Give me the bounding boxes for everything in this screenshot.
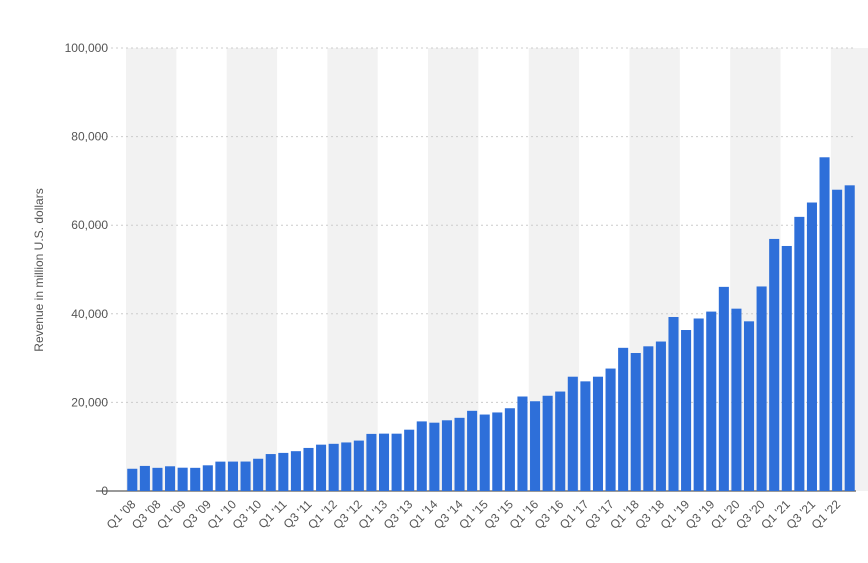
bar: [378, 433, 390, 491]
bar: [794, 216, 805, 492]
bar: [517, 396, 528, 491]
bar: [832, 189, 843, 491]
bar: [441, 420, 452, 491]
bar: [693, 318, 704, 491]
bar: [643, 346, 654, 491]
y-tick-label: 80,000: [71, 130, 108, 144]
bar: [391, 433, 402, 491]
bar: [605, 368, 616, 491]
bar: [681, 330, 692, 491]
bars: [127, 157, 855, 492]
bar: [806, 202, 817, 491]
year-band: [327, 48, 378, 491]
bar: [366, 433, 377, 491]
bar: [240, 461, 251, 491]
bar: [530, 401, 541, 491]
bar: [592, 376, 604, 491]
bar: [479, 414, 490, 491]
y-tick-label: 100,000: [65, 41, 109, 55]
x-tick-label: Q1 '22: [809, 497, 844, 532]
bar: [202, 465, 213, 491]
y-tick-label: 20,000: [71, 395, 108, 409]
bar: [492, 412, 503, 491]
bar: [769, 238, 780, 491]
bar: [655, 341, 666, 491]
bar: [278, 452, 289, 491]
bar: [404, 429, 415, 491]
bar: [165, 466, 176, 491]
y-tick-label: 0: [101, 484, 108, 498]
bar: [253, 458, 264, 491]
bar: [429, 422, 440, 491]
bar: [718, 286, 729, 491]
bar: [731, 308, 742, 491]
bar: [756, 286, 767, 491]
bar: [303, 447, 314, 491]
bar: [341, 442, 352, 491]
bar: [781, 245, 792, 491]
bar: [819, 157, 830, 492]
bar: [504, 408, 515, 491]
bar: [152, 467, 163, 491]
y-tick-labels: 0 20,000 40,000 60,000 80,000 100,000: [65, 41, 109, 498]
bar: [265, 454, 276, 491]
bar: [555, 391, 566, 491]
bar: [467, 410, 478, 491]
y-axis-label: Revenue in million U.S. dollars: [32, 188, 46, 351]
bar: [353, 440, 364, 491]
bar: [618, 347, 629, 491]
year-band: [126, 48, 177, 491]
bar: [139, 465, 150, 491]
bar: [580, 381, 591, 491]
bar: [844, 185, 855, 491]
bar: [215, 461, 226, 491]
bar: [454, 417, 465, 491]
bar: [416, 421, 427, 491]
x-tick-label: Q3 '10: [230, 497, 265, 532]
bar: [190, 467, 201, 491]
bar: [630, 353, 641, 491]
bar: [227, 461, 239, 491]
year-band: [226, 48, 278, 491]
bar: [668, 316, 679, 491]
bar: [567, 376, 578, 491]
bar: [290, 451, 301, 491]
y-tick-label: 60,000: [71, 218, 108, 232]
bar: [316, 444, 327, 491]
bar: [328, 443, 339, 491]
bar: [743, 321, 755, 491]
bar: [177, 467, 188, 491]
bar: [127, 468, 138, 491]
bar: [542, 395, 553, 491]
y-tick-label: 40,000: [71, 307, 108, 321]
bar: [706, 311, 717, 491]
